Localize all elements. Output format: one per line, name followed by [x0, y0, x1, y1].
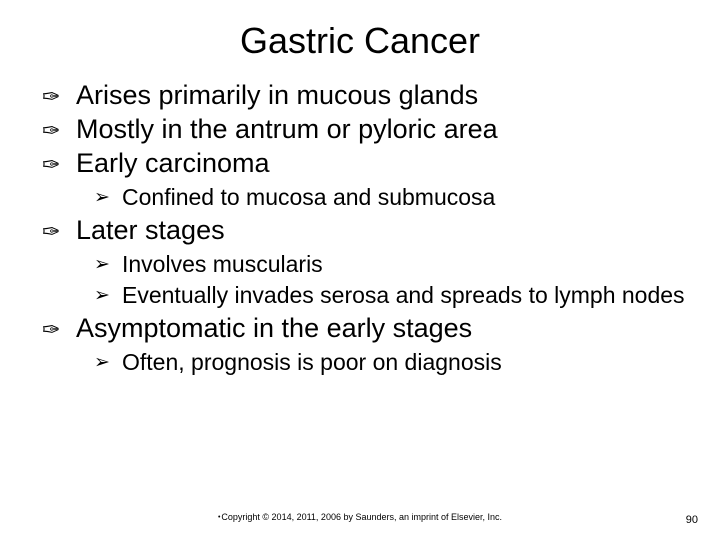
bullet-item: ✑ Arises primarily in mucous glands	[42, 80, 690, 112]
slide-content: ✑ Arises primarily in mucous glands ✑ Mo…	[0, 80, 720, 376]
slide-title: Gastric Cancer	[0, 0, 720, 80]
sub-bullet-text: Eventually invades serosa and spreads to…	[122, 282, 690, 309]
sub-bullet-item: ➢ Eventually invades serosa and spreads …	[94, 282, 690, 309]
bullet-text: Mostly in the antrum or pyloric area	[76, 114, 690, 146]
sub-bullet-text: Involves muscularis	[122, 251, 690, 278]
bullet-item: ✑ Early carcinoma	[42, 148, 690, 180]
sub-bullet-text: Confined to mucosa and submucosa	[122, 184, 690, 211]
arrow-bullet-icon: ➢	[94, 349, 122, 374]
arrow-bullet-icon: ➢	[94, 184, 122, 209]
arrow-bullet-icon: ➢	[94, 251, 122, 276]
bullet-text: Arises primarily in mucous glands	[76, 80, 690, 112]
copyright-text: Copyright © 2014, 2011, 2006 by Saunders…	[221, 512, 502, 522]
sub-bullet-item: ➢ Confined to mucosa and submucosa	[94, 184, 690, 211]
bullet-text: Asymptomatic in the early stages	[76, 313, 690, 345]
bullet-text: Early carcinoma	[76, 148, 690, 180]
hand-bullet-icon: ✑	[42, 313, 76, 343]
bullet-item: ✑ Mostly in the antrum or pyloric area	[42, 114, 690, 146]
sub-bullet-item: ➢ Often, prognosis is poor on diagnosis	[94, 349, 690, 376]
slide: Gastric Cancer ✑ Arises primarily in muc…	[0, 0, 720, 540]
arrow-bullet-icon: ➢	[94, 282, 122, 307]
hand-bullet-icon: ✑	[42, 148, 76, 178]
bullet-item: ✑ Later stages	[42, 215, 690, 247]
hand-bullet-icon: ✑	[42, 80, 76, 110]
bullet-text: Later stages	[76, 215, 690, 247]
sub-bullet-text: Often, prognosis is poor on diagnosis	[122, 349, 690, 376]
hand-bullet-icon: ✑	[42, 215, 76, 245]
copyright-footer: •Copyright © 2014, 2011, 2006 by Saunder…	[0, 512, 720, 522]
sub-bullet-item: ➢ Involves muscularis	[94, 251, 690, 278]
hand-bullet-icon: ✑	[42, 114, 76, 144]
bullet-item: ✑ Asymptomatic in the early stages	[42, 313, 690, 345]
page-number: 90	[686, 514, 698, 526]
